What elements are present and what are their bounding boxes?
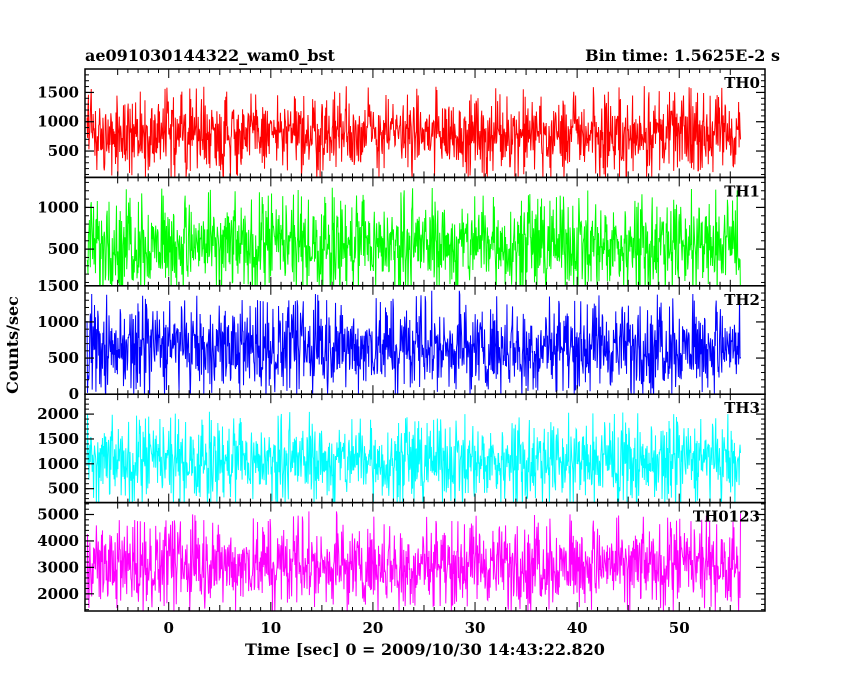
panel-label: TH0123 [693, 508, 760, 526]
y-tick-label: 1000 [37, 313, 79, 331]
y-tick-label: 500 [48, 349, 79, 367]
panel-label: TH1 [724, 182, 760, 200]
y-tick-label: 500 [48, 480, 79, 498]
panels: 50010001500TH05001000TH1050010001500TH25… [37, 68, 766, 637]
panel-label: TH0 [724, 74, 760, 92]
y-tick-label: 1500 [37, 430, 79, 448]
x-tick-label: 50 [669, 619, 690, 637]
y-tick-label: 5000 [37, 505, 79, 523]
lightcurve-th0 [86, 86, 741, 178]
lightcurve-th1 [86, 187, 741, 286]
y-tick-label: 500 [48, 240, 79, 258]
x-tick-label: 10 [260, 619, 281, 637]
panel-th3: 500 1000 1500 2000 TH3 [37, 393, 766, 504]
x-axis-label: Time [sec] 0 = 2009/10/30 14:43:22.820 [245, 640, 605, 659]
y-tick-label: 4000 [37, 532, 79, 550]
panel-label: TH2 [724, 291, 760, 309]
y-tick-label: 2000 [37, 405, 79, 423]
panel-label: TH3 [724, 399, 760, 417]
y-tick-label: 3000 [37, 558, 79, 576]
panel-th1: 500 1000 TH1 [37, 176, 766, 287]
y-tick-label: 1500 [37, 277, 79, 295]
figure-title: ae091030144322_wam0_bst [85, 46, 336, 65]
y-tick-label: 0 [69, 385, 79, 403]
panel-th2: 0 500 1000 1500 TH2 [37, 277, 766, 403]
panel-th0: 500 1000 1500 TH0 [37, 68, 766, 179]
lightcurve-th2 [86, 290, 741, 395]
x-tick-label: 40 [567, 619, 588, 637]
y-tick-label: 500 [48, 142, 79, 160]
y-tick-label: 1500 [37, 83, 79, 101]
y-tick-label: 1000 [37, 198, 79, 216]
x-tick-label: 20 [362, 619, 383, 637]
y-tick-label: 1000 [37, 113, 79, 131]
bin-time-label: Bin time: 1.5625E-2 s [585, 46, 780, 65]
y-tick-label: 2000 [37, 585, 79, 603]
x-tick-label: 30 [465, 619, 486, 637]
y-tick-label: 1000 [37, 455, 79, 473]
lightcurve-th3 [86, 411, 741, 503]
panel-th0123: 2000 3000 4000 5000 TH0123 [37, 501, 766, 612]
y-axis-label: Counts/sec [3, 296, 22, 394]
lightcurve-th0123 [86, 511, 741, 612]
x-tick-label: 0 [164, 619, 174, 637]
